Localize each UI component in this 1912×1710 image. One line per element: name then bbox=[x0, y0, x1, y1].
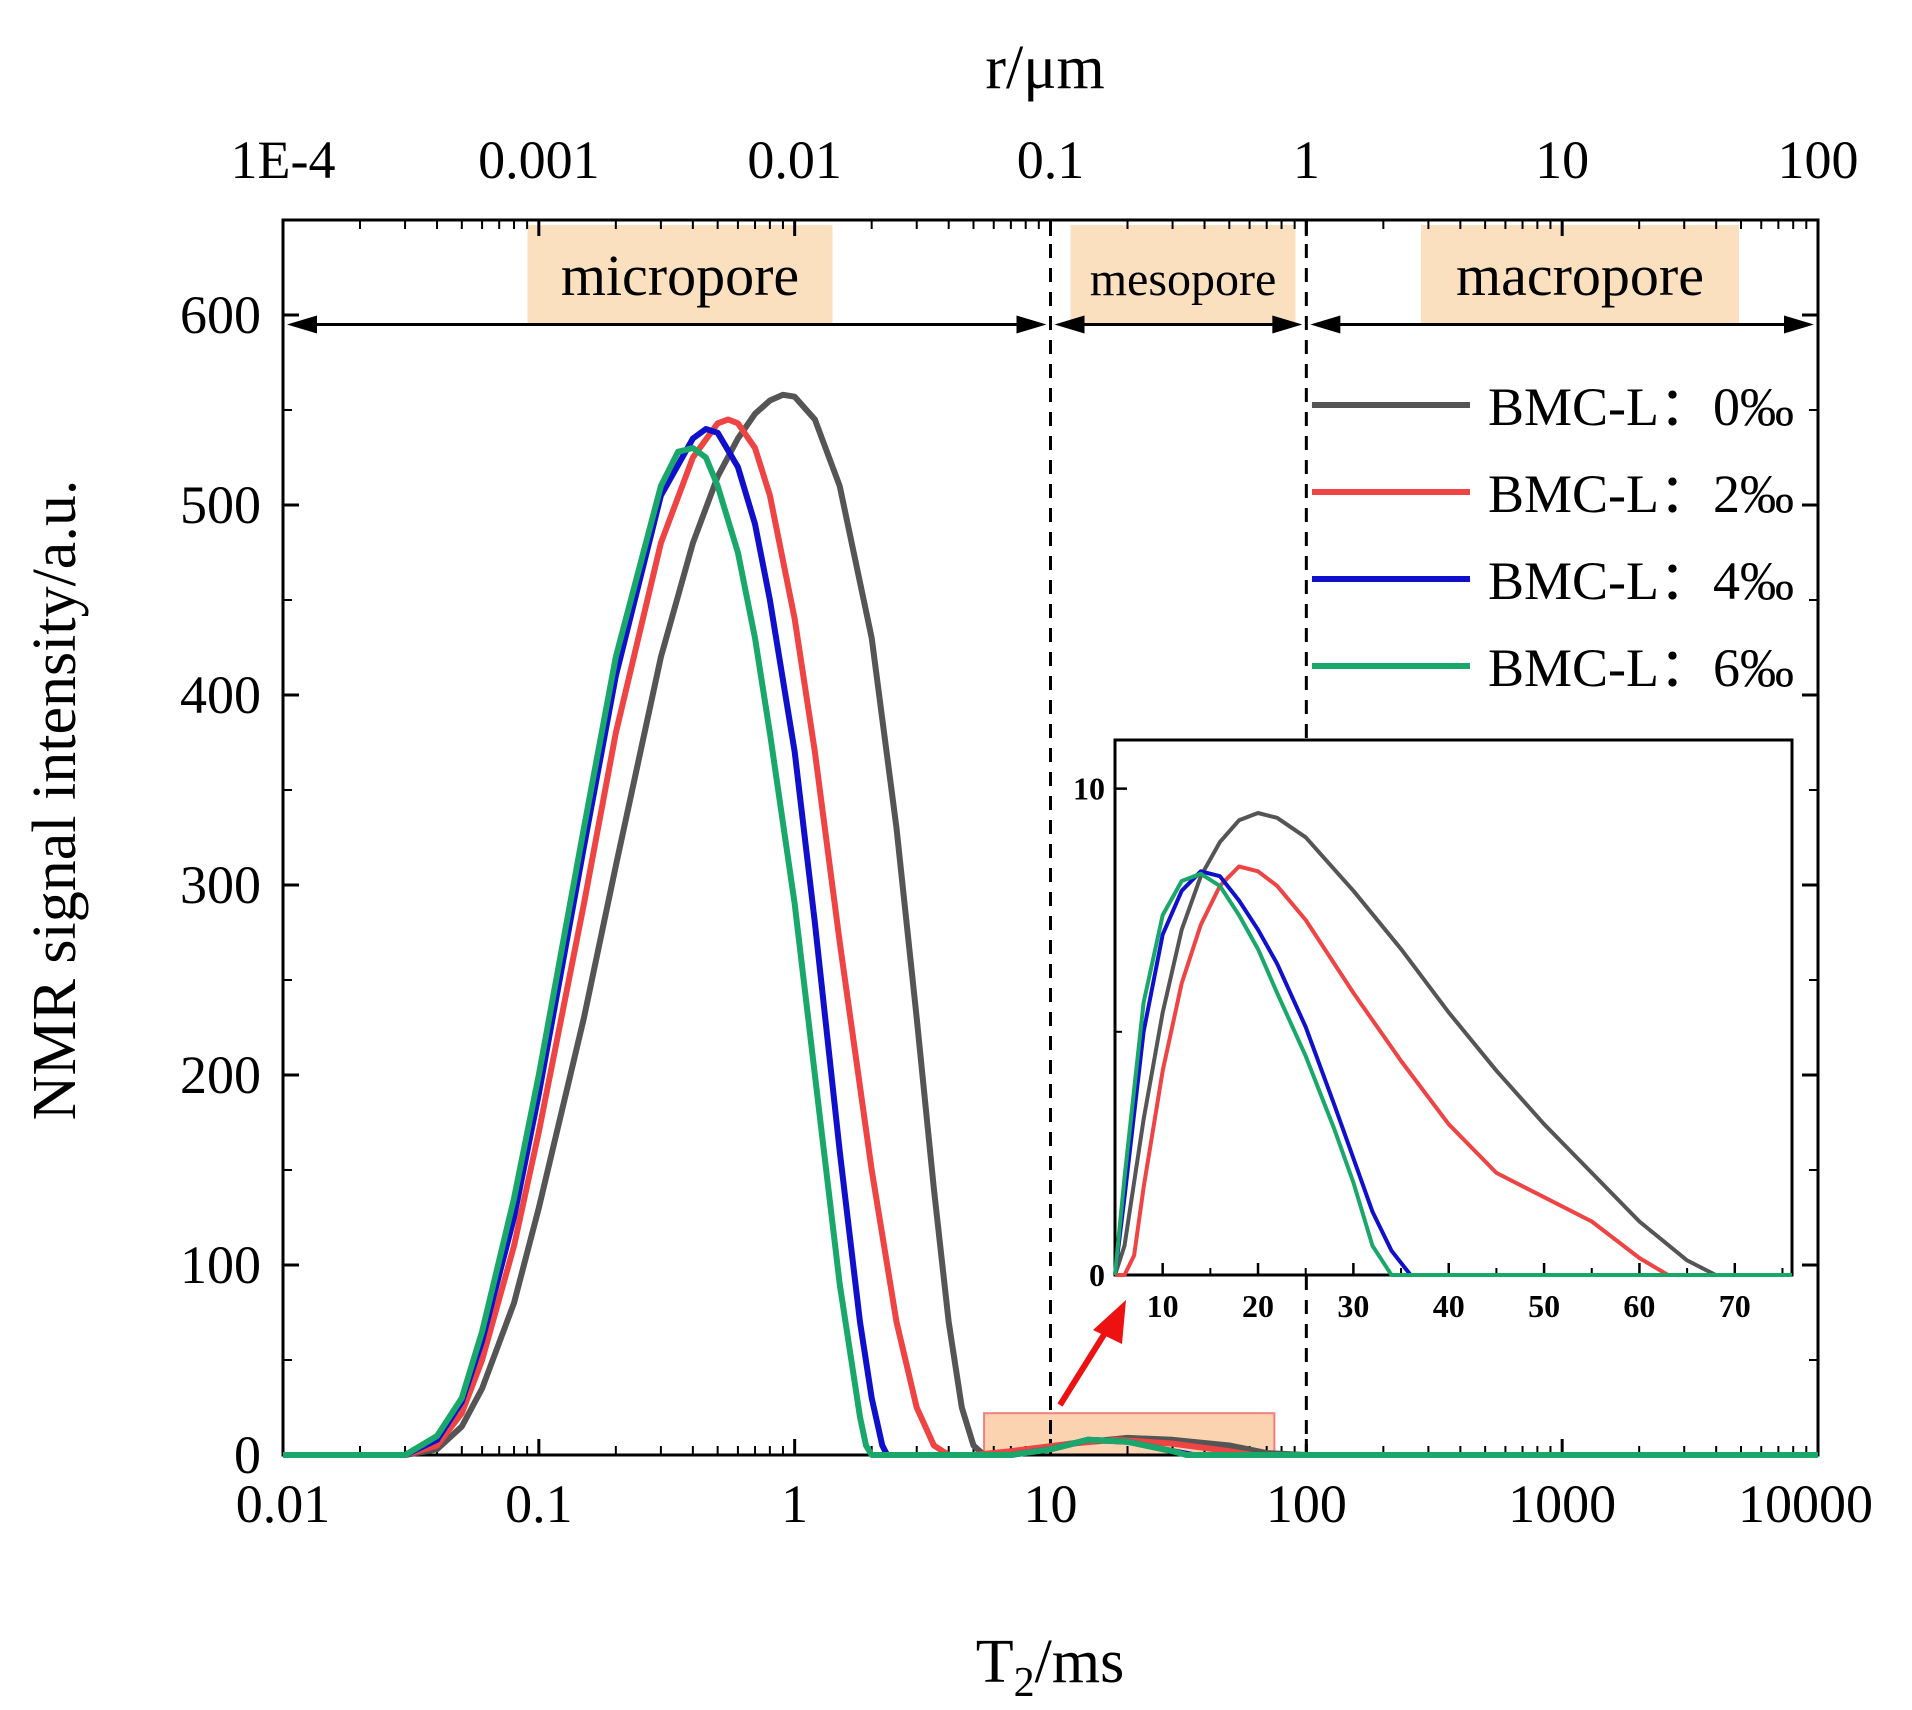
y-tick-label: 500 bbox=[180, 475, 261, 535]
x-tick-label: 0.1 bbox=[505, 1474, 573, 1534]
region-labels: micropore mesopore macropore bbox=[561, 243, 1704, 308]
region-bg-micropore bbox=[527, 225, 833, 323]
top-tick-label: 1E-4 bbox=[231, 130, 336, 190]
region-arrow-head-left-0 bbox=[287, 315, 317, 334]
top-tick-label: 100 bbox=[1778, 130, 1859, 190]
top-tick-label: 10 bbox=[1535, 130, 1589, 190]
inset-pointer-arrow bbox=[1057, 1300, 1126, 1407]
y-tick-label: 200 bbox=[180, 1045, 261, 1105]
top-tick-label: 0.1 bbox=[1017, 130, 1085, 190]
x-axis-title-rest: /ms bbox=[1035, 1628, 1125, 1696]
legend-label-1: BMC-L：2‰ bbox=[1488, 464, 1794, 524]
region-label-macropore: macropore bbox=[1456, 243, 1704, 308]
main-series-line-3 bbox=[283, 445, 1818, 1458]
x-tick-label: 100 bbox=[1266, 1474, 1347, 1534]
y-tick-label: 400 bbox=[180, 665, 261, 725]
x-tick-label: 0.01 bbox=[236, 1474, 331, 1534]
y-axis-title: NMR signal intensity/a.u. bbox=[21, 480, 89, 1121]
pointer-arrow-head bbox=[1093, 1300, 1126, 1344]
top-tick-label: 0.01 bbox=[747, 130, 842, 190]
top-tick-label: 1 bbox=[1293, 130, 1320, 190]
top-axis-title: r/μm bbox=[985, 34, 1104, 102]
y-tick-label: 0 bbox=[234, 1425, 261, 1485]
region-label-backgrounds bbox=[527, 225, 1739, 323]
legend-label-3: BMC-L：6‰ bbox=[1488, 638, 1794, 698]
x-axis-title-subscript: 2 bbox=[1014, 1660, 1035, 1706]
x-tick-label: 1 bbox=[781, 1474, 808, 1534]
inset-series-line-3 bbox=[1113, 871, 1792, 1277]
region-boundaries bbox=[1049, 220, 1308, 1455]
inset-series-line-0 bbox=[1113, 811, 1792, 1277]
y-tick-label: 600 bbox=[180, 285, 261, 345]
inset-y-tick-label: 10 bbox=[1073, 771, 1105, 807]
inset-x-tick-label: 50 bbox=[1528, 1288, 1560, 1324]
x-tick-label: 10 bbox=[1024, 1474, 1078, 1534]
region-arrow-head-left-2 bbox=[1310, 315, 1341, 334]
inset-y-tick-label: 0 bbox=[1089, 1257, 1105, 1293]
region-arrows bbox=[287, 315, 1814, 334]
y-tick-label: 300 bbox=[180, 855, 261, 915]
top-axis-tick-labels: 1E-4 0.001 0.01 0.1 1 10 100 bbox=[231, 130, 1859, 190]
y-tick-label: 100 bbox=[180, 1235, 261, 1295]
inset-series-line-2 bbox=[1113, 869, 1792, 1277]
x-tick-label: 10000 bbox=[1738, 1474, 1873, 1534]
inset-series bbox=[1113, 811, 1792, 1277]
main-series bbox=[283, 391, 1818, 1458]
inset-background bbox=[1115, 740, 1792, 1275]
legend-label-2: BMC-L：4‰ bbox=[1488, 551, 1794, 611]
main-axis-ticks bbox=[281, 219, 1820, 1457]
region-bg-mesopore bbox=[1070, 225, 1296, 323]
region-arrow-head-right-1 bbox=[1272, 315, 1303, 334]
region-bg-macropore bbox=[1421, 225, 1739, 323]
region-arrow-head-left-1 bbox=[1054, 315, 1085, 334]
x-axis-title-main: T bbox=[976, 1628, 1014, 1696]
x-axis-title: T2/ms bbox=[976, 1628, 1124, 1706]
legend: BMC-L：0‰ BMC-L：2‰ BMC-L：4‰ BMC-L：6‰ bbox=[1312, 377, 1794, 698]
region-label-mesopore: mesopore bbox=[1090, 253, 1277, 306]
inset-x-tick-label: 40 bbox=[1433, 1288, 1465, 1324]
main-axis-tick-labels: 0.01 0.1 1 10 100 1000 10000010020030040050060… bbox=[180, 285, 1873, 1534]
inset-series-line-1 bbox=[1115, 864, 1792, 1277]
region-label-micropore: micropore bbox=[561, 243, 799, 308]
inset-x-tick-label: 10 bbox=[1147, 1288, 1179, 1324]
inset-x-tick-label: 30 bbox=[1337, 1288, 1369, 1324]
x-tick-label: 1000 bbox=[1508, 1474, 1616, 1534]
inset-x-tick-label: 70 bbox=[1719, 1288, 1751, 1324]
region-arrow-head-right-0 bbox=[1016, 315, 1047, 334]
region-arrow-head-right-2 bbox=[1784, 315, 1814, 334]
inset-x-tick-label: 60 bbox=[1623, 1288, 1655, 1324]
inset-x-tick-label: 20 bbox=[1242, 1288, 1274, 1324]
pointer-arrow-shaft bbox=[1057, 1323, 1113, 1407]
legend-label-0: BMC-L：0‰ bbox=[1488, 377, 1794, 437]
inset-axis-tick-labels: 10 20 30 40 50 60 70 0 10 bbox=[1073, 771, 1751, 1324]
top-tick-label: 0.001 bbox=[478, 130, 600, 190]
